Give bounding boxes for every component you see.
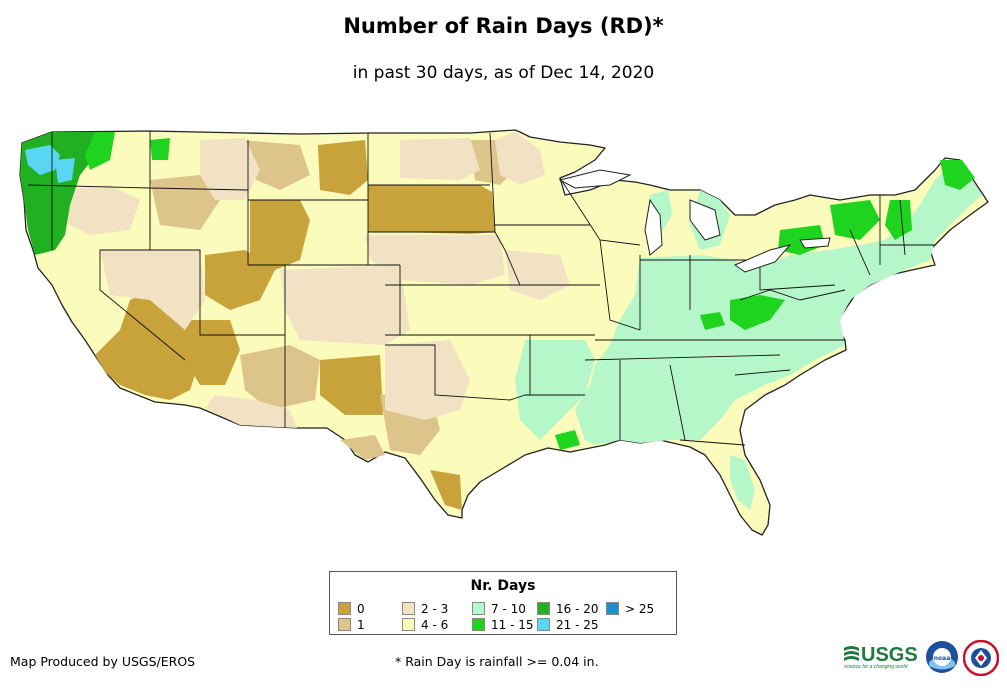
- legend-item-6: 16 - 20: [537, 602, 599, 616]
- legend-label: 2 - 3: [421, 602, 449, 616]
- legend-item-0: 0: [338, 602, 365, 616]
- state-boundaries: [27, 131, 935, 446]
- legend-label: 7 - 10: [491, 602, 526, 616]
- legend-swatch: [402, 602, 415, 615]
- legend-label: 21 - 25: [556, 618, 599, 632]
- legend-item-8: > 25: [606, 602, 654, 616]
- zero-day-zones: [95, 140, 495, 510]
- legend-label: 11 - 15: [491, 618, 534, 632]
- legend-item-4: 7 - 10: [472, 602, 526, 616]
- legend-label: 4 - 6: [421, 618, 449, 632]
- two-three-day-zones: [60, 132, 570, 428]
- legend-item-5: 11 - 15: [472, 618, 534, 632]
- usgs-wordmark: USGS: [861, 644, 918, 666]
- nws-logo: [963, 640, 999, 676]
- legend-swatch: [338, 602, 351, 615]
- us-rain-days-map: [19, 129, 989, 536]
- legend-item-7: 21 - 25: [537, 618, 599, 632]
- usgs-tagline: science for a changing world: [844, 664, 908, 670]
- legend-swatch: [537, 602, 550, 615]
- legend-swatch: [402, 618, 415, 631]
- map-subtitle: in past 30 days, as of Dec 14, 2020: [352, 63, 655, 83]
- legend-item-1: 1: [338, 618, 365, 632]
- legend: Nr. Days 0 1 2 - 3 4 - 6 7 - 10 11 - 15 …: [329, 571, 677, 635]
- noaa-logo: noaa: [926, 641, 958, 673]
- map-credit: Map Produced by USGS/EROS: [10, 654, 196, 669]
- noaa-wordmark: noaa: [934, 655, 951, 662]
- legend-item-3: 4 - 6: [402, 618, 448, 632]
- legend-swatch: [537, 618, 550, 631]
- usgs-logo: USGS science for a changing world: [844, 644, 918, 670]
- legend-title: Nr. Days: [470, 578, 536, 594]
- map-title: Number of Rain Days (RD)*: [343, 14, 664, 38]
- legend-label: 0: [357, 602, 365, 616]
- usgs-wave-icon: [844, 646, 859, 661]
- legend-label: > 25: [625, 602, 655, 616]
- legend-swatch: [472, 602, 485, 615]
- legend-label: 1: [357, 618, 365, 632]
- great-lakes: [558, 169, 831, 273]
- legend-label: 16 - 20: [556, 602, 599, 616]
- legend-swatch: [606, 602, 619, 615]
- rain-day-footnote: * Rain Day is rainfall >= 0.04 in.: [395, 654, 599, 669]
- legend-swatch: [338, 618, 351, 631]
- pacific-northwest-wet: [20, 132, 170, 255]
- legend-swatch: [472, 618, 485, 631]
- legend-item-2: 2 - 3: [402, 602, 448, 616]
